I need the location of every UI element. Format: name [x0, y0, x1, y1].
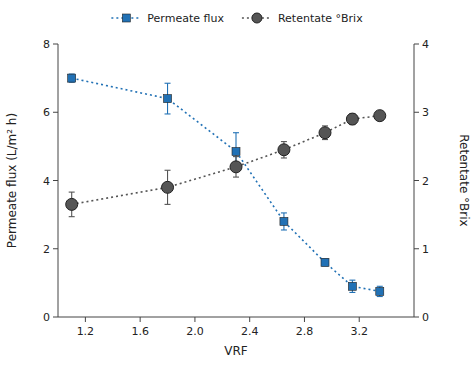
series-line — [72, 116, 380, 205]
error-bar-cap — [69, 192, 75, 193]
x-tick — [85, 317, 86, 322]
y2-tick — [414, 112, 419, 113]
error-bar-cap — [165, 204, 171, 205]
y-tick — [53, 180, 58, 181]
series-1 — [66, 110, 386, 217]
y2-tick-label: 4 — [422, 38, 429, 51]
legend-label: Permeate flux — [147, 12, 224, 25]
x-tick — [304, 317, 305, 322]
error-bar-cap — [69, 216, 75, 217]
error-bar — [322, 259, 328, 266]
y2-tick — [414, 44, 419, 45]
x-tick-label: 2.4 — [241, 325, 259, 338]
error-bar-cap — [233, 132, 239, 133]
data-point — [230, 161, 242, 173]
data-point — [374, 110, 386, 122]
chart: 1.2 1.6 2.0 2.4 2.8 3.2 0 2 4 6 8 0 1 2 3 4 VRF Permeate … — [0, 0, 474, 365]
error-bar-cap — [377, 286, 383, 287]
y2-tick-label: 1 — [422, 243, 429, 256]
data-point — [319, 127, 331, 139]
error-bar — [281, 213, 287, 230]
data-point — [376, 287, 384, 295]
x-tick — [249, 317, 250, 322]
x-tick — [359, 317, 360, 322]
legend: Permeate flux Retentate °Brix — [111, 12, 363, 25]
error-bar — [349, 280, 355, 292]
y-tick-label: 4 — [43, 175, 50, 188]
legend-marker — [122, 14, 130, 22]
x-tick-label: 3.2 — [350, 325, 368, 338]
data-point — [346, 113, 358, 125]
legend-item: Permeate flux — [111, 12, 224, 25]
legend-label: Retentate °Brix — [278, 12, 363, 25]
data-point — [66, 198, 78, 210]
x-tick-label: 2.0 — [186, 325, 204, 338]
x-axis-label: VRF — [224, 344, 248, 358]
y-tick — [53, 112, 58, 113]
y-tick-label: 8 — [43, 38, 50, 51]
y2-tick-label: 2 — [422, 175, 429, 188]
data-point — [162, 181, 174, 193]
x-tick-label: 1.6 — [131, 325, 149, 338]
x-tick-label: 2.8 — [296, 325, 314, 338]
x-tick — [140, 317, 141, 322]
data-point — [280, 217, 288, 225]
y2-tick-label: 0 — [422, 311, 429, 324]
legend-marker — [252, 13, 262, 23]
data-point — [321, 258, 329, 266]
data-point — [232, 147, 240, 155]
y2-tick — [414, 317, 419, 318]
error-bar-cap — [281, 212, 287, 213]
error-bar-cap — [349, 292, 355, 293]
error-bar-cap — [349, 280, 355, 281]
y-tick — [53, 248, 58, 249]
series-0 — [68, 74, 384, 296]
legend-item: Retentate °Brix — [242, 12, 363, 25]
y-tick — [53, 44, 58, 45]
error-bar-cap — [233, 156, 239, 157]
error-bar-cap — [165, 170, 171, 171]
error-bar-cap — [281, 141, 287, 142]
error-bar-cap — [165, 113, 171, 114]
error-bar-cap — [233, 177, 239, 178]
y-tick-label: 6 — [43, 106, 50, 119]
error-bar — [165, 83, 171, 114]
y-tick-label: 2 — [43, 243, 50, 256]
series-line — [72, 78, 380, 291]
plot-area — [66, 74, 386, 296]
y2-tick-label: 3 — [422, 106, 429, 119]
data-point — [164, 95, 172, 103]
data-point — [68, 74, 76, 82]
data-point — [348, 282, 356, 290]
y-axis-label: Permeate flux (L/m² h) — [5, 113, 19, 248]
error-bar-cap — [377, 296, 383, 297]
error-bar-cap — [281, 157, 287, 158]
error-bar — [377, 286, 383, 296]
y2-axis-label: Retentate °Brix — [457, 134, 471, 226]
y-tick — [53, 317, 58, 318]
y2-tick — [414, 180, 419, 181]
x-tick — [194, 317, 195, 322]
error-bar-cap — [281, 229, 287, 230]
error-bar-cap — [165, 83, 171, 84]
y-tick-label: 0 — [43, 311, 50, 324]
y2-tick — [414, 248, 419, 249]
x-tick-label: 1.2 — [77, 325, 95, 338]
data-point — [278, 144, 290, 156]
x-axis-line — [58, 317, 414, 318]
error-bar — [69, 74, 75, 82]
